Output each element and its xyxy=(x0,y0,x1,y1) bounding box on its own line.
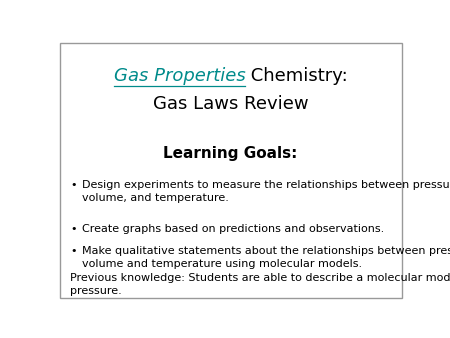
Text: Previous knowledge: Students are able to describe a molecular model of gas
press: Previous knowledge: Students are able to… xyxy=(70,273,450,296)
Text: Create graphs based on predictions and observations.: Create graphs based on predictions and o… xyxy=(82,224,385,234)
Text: •: • xyxy=(70,180,77,190)
Text: Chemistry:: Chemistry: xyxy=(245,67,348,85)
Text: Gas Properties: Gas Properties xyxy=(113,67,245,85)
Text: Make qualitative statements about the relationships between pressure,
volume and: Make qualitative statements about the re… xyxy=(82,246,450,269)
Text: Learning Goals:: Learning Goals: xyxy=(163,146,298,161)
Text: •: • xyxy=(70,224,77,234)
Text: Design experiments to measure the relationships between pressure,
volume, and te: Design experiments to measure the relati… xyxy=(82,180,450,202)
Text: Gas Laws Review: Gas Laws Review xyxy=(153,95,308,113)
Text: •: • xyxy=(70,246,77,256)
